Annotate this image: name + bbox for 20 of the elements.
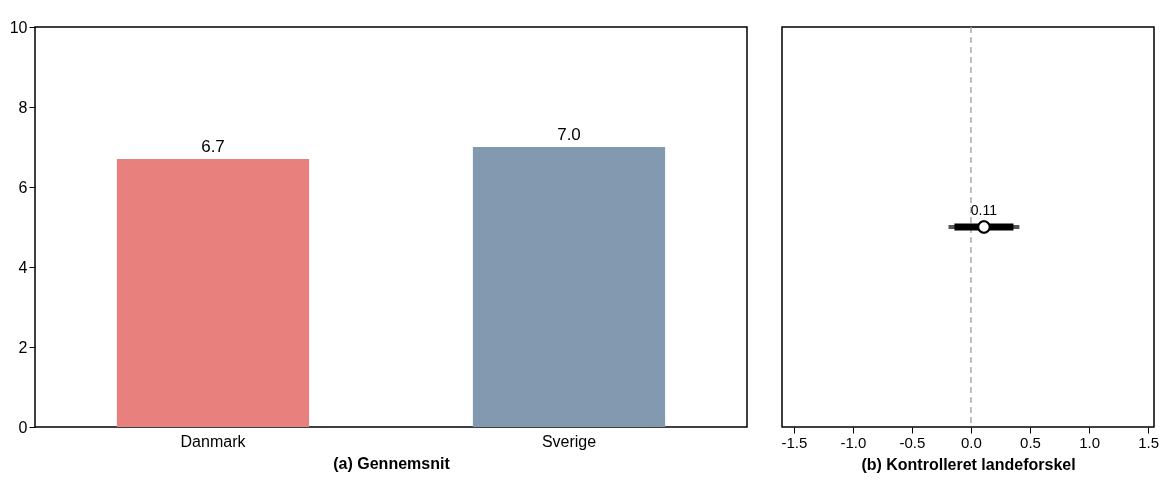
x-tick-label: -1.0 — [840, 433, 867, 451]
x-tick-label: -0.5 — [899, 433, 926, 451]
x-tick-label: 1.5 — [1138, 433, 1160, 451]
y-tick-label: 10 — [9, 18, 28, 36]
data-label: 0.11 — [970, 202, 998, 218]
x-tick-label: 1.0 — [1079, 433, 1100, 451]
x-tick-label: Sverige — [541, 432, 597, 450]
y-tick-label: 6 — [18, 178, 28, 196]
y-tick-label: 8 — [18, 98, 28, 116]
y-tick-label: 2 — [18, 338, 28, 356]
y-tick-label: 4 — [18, 258, 28, 276]
x-axis-title: (a) Gennemsnit — [333, 454, 451, 472]
x-tick-label: 0.5 — [1020, 433, 1041, 451]
x-tick-label: -1.5 — [781, 433, 808, 451]
x-axis-title: (b) Kontrolleret landeforskel — [861, 455, 1076, 473]
y-tick-label: 0 — [18, 418, 28, 436]
data-label: 6.7 — [201, 137, 225, 156]
x-tick-label: 0.0 — [961, 433, 982, 451]
data-label: 7.0 — [557, 125, 581, 144]
x-tick-label: Danmark — [180, 432, 247, 450]
